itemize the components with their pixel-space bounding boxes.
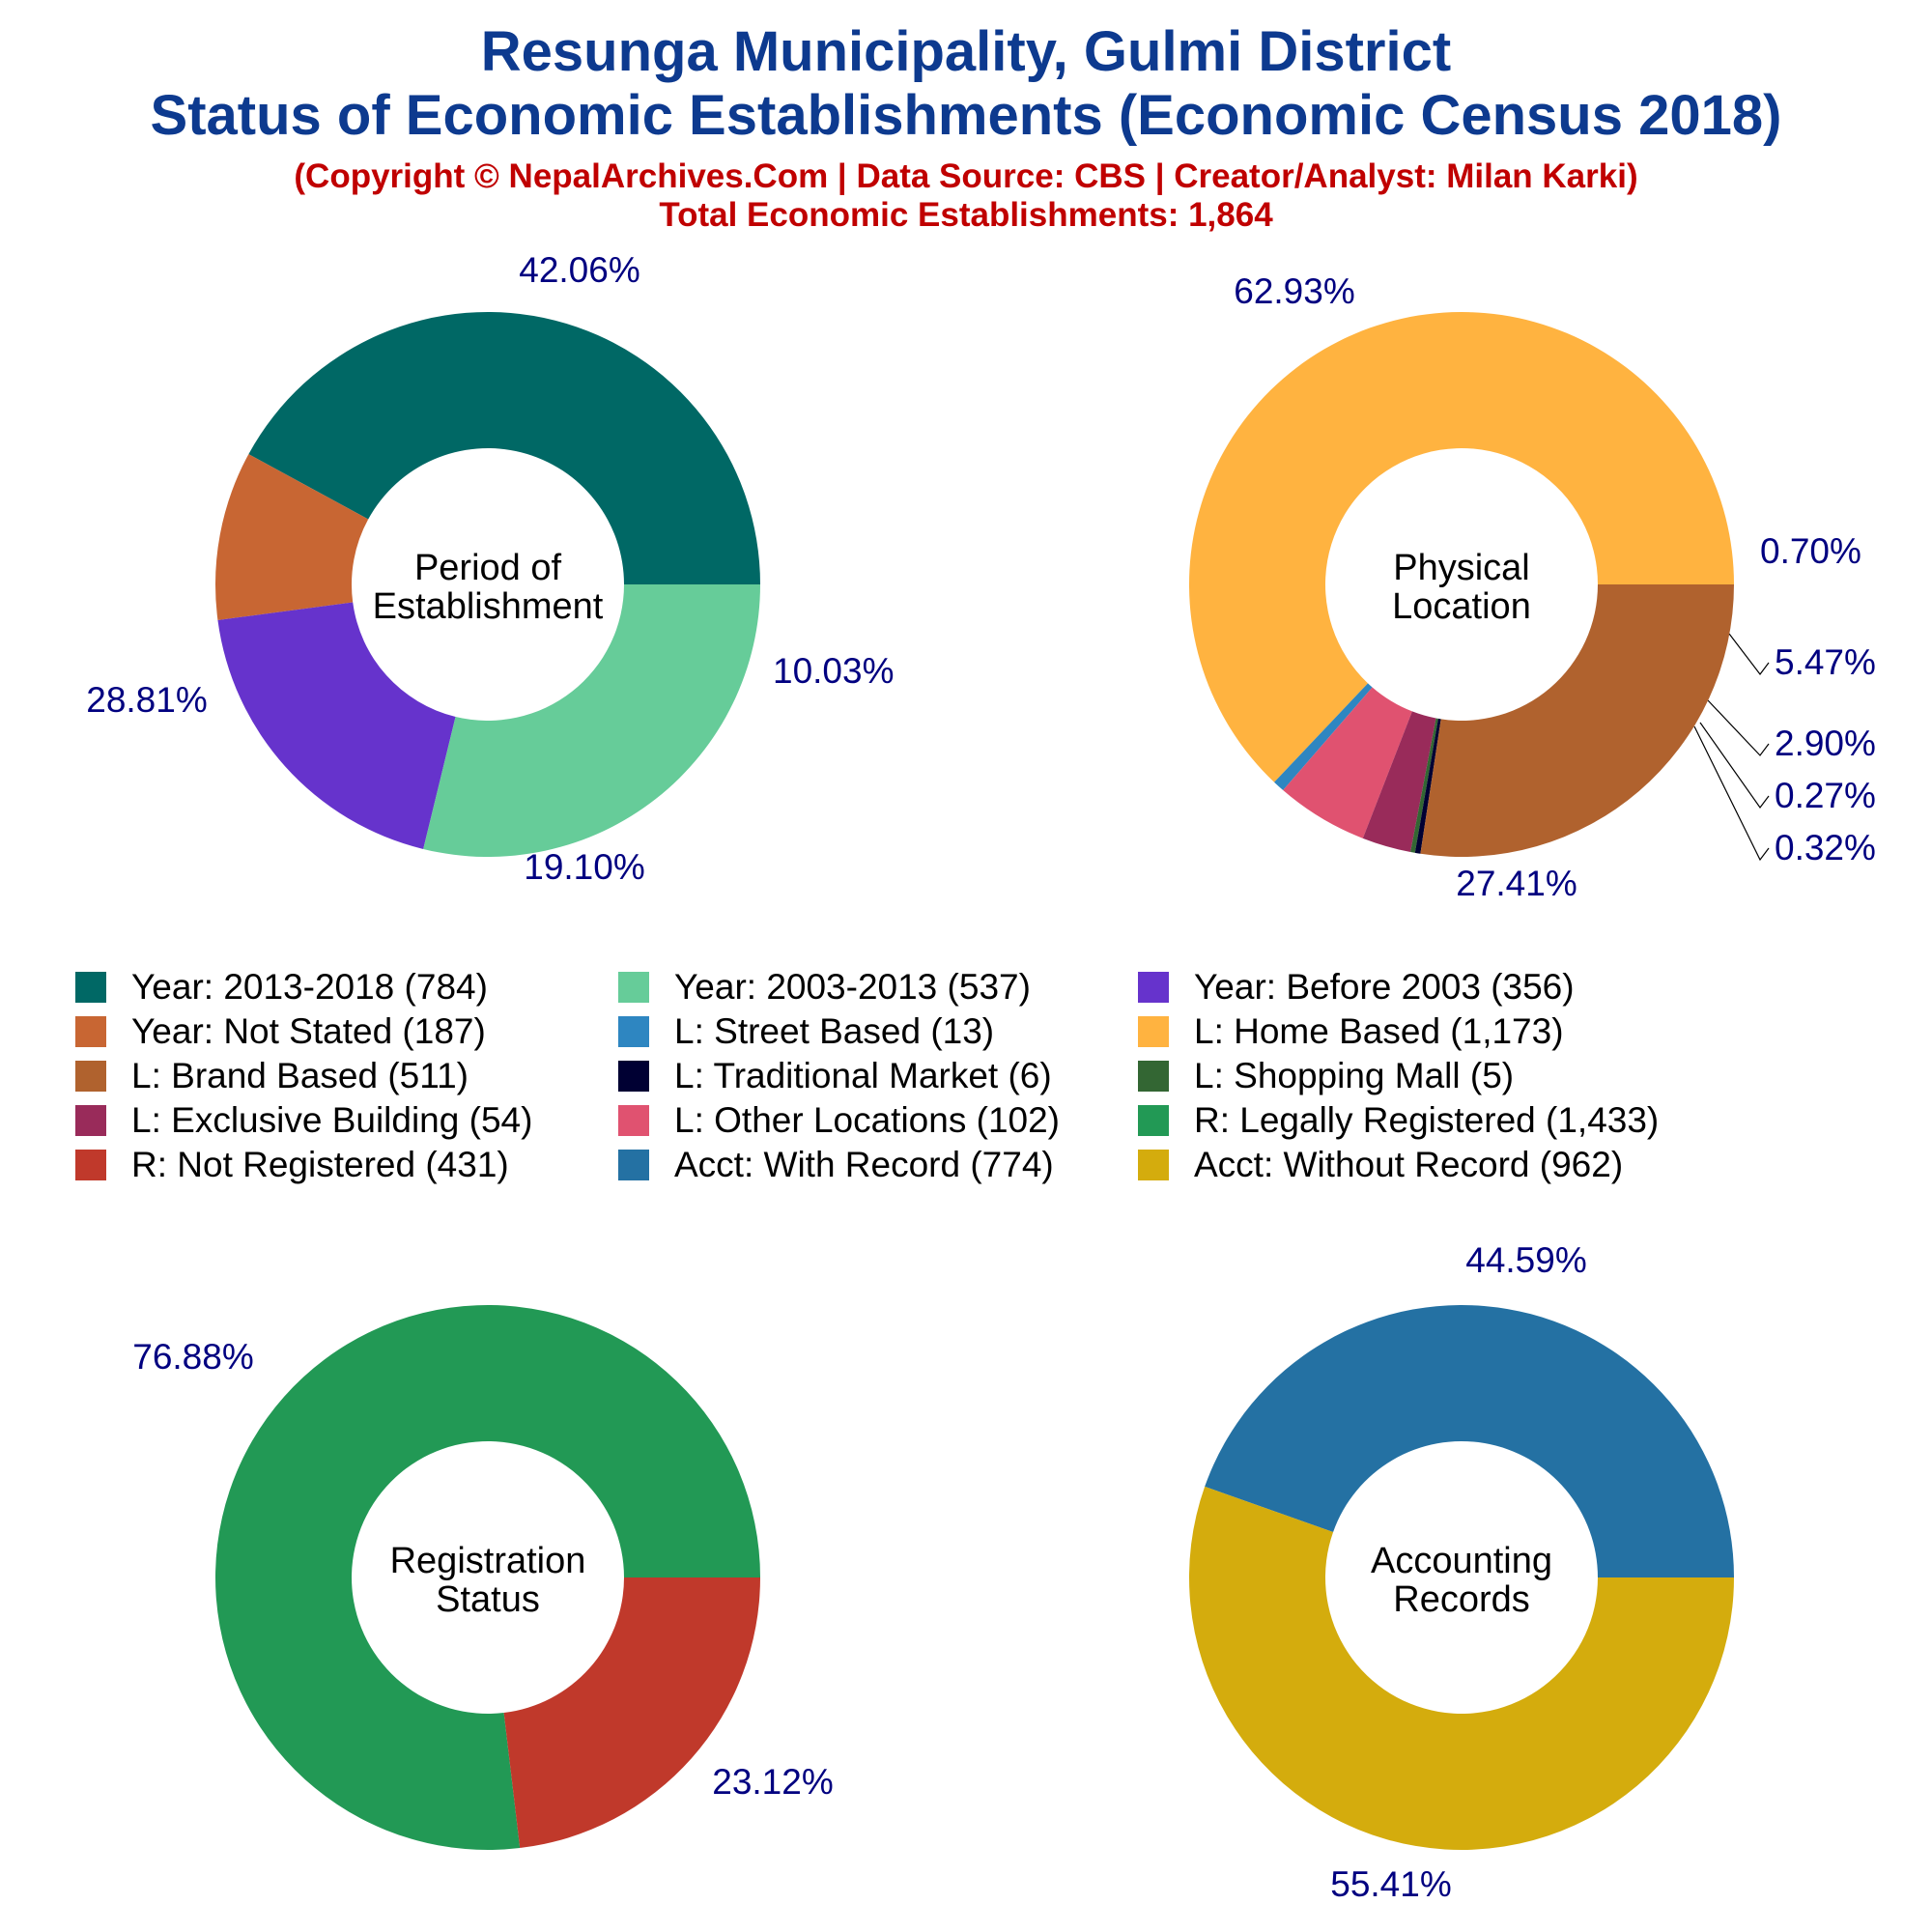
legend-label: Year: Not Stated (187) — [131, 1011, 486, 1051]
legend-swatch — [1138, 1016, 1169, 1047]
legend-label: L: Street Based (13) — [674, 1011, 995, 1051]
legend-label: R: Not Registered (431) — [131, 1145, 509, 1184]
chart-title-line-1: Resunga Municipality, Gulmi District — [480, 20, 1452, 83]
donut-slice-acct-without-record — [1189, 1486, 1734, 1850]
legend-label: Year: Before 2003 (356) — [1194, 967, 1575, 1007]
donut-slice-l-home-based — [1189, 312, 1734, 782]
legend-label: L: Traditional Market (6) — [674, 1056, 1052, 1095]
donut-center-label: Records — [1393, 1579, 1530, 1620]
percent-label-l-brand-based: 27.41% — [1456, 864, 1577, 903]
leader-line-l-exclusive-building — [1707, 699, 1770, 756]
leader-line-l-other-locations — [1728, 633, 1770, 675]
legend-item: Year: 2003-2013 (537) — [618, 966, 1031, 1009]
donut-center-label: Accounting — [1371, 1541, 1552, 1581]
donut-slice-l-brand-based — [1420, 584, 1734, 857]
percent-label-year-2003-2013: 28.81% — [86, 680, 208, 720]
legend-swatch — [1138, 1105, 1169, 1136]
legend-label: R: Legally Registered (1,433) — [1194, 1100, 1660, 1140]
total-establishments-subtitle: Total Economic Establishments: 1,864 — [659, 196, 1273, 234]
donut-center-label: Status — [436, 1579, 540, 1620]
donut-slice-r-legally-registered — [214, 1304, 760, 1850]
legend-label: Year: 2003-2013 (537) — [674, 967, 1031, 1007]
donut-slice-l-street-based — [1274, 683, 1373, 791]
legend-swatch — [1138, 1061, 1169, 1092]
legend-label: L: Shopping Mall (5) — [1194, 1056, 1515, 1095]
percent-label-year-before-2003: 19.10% — [524, 847, 645, 887]
donut-slice-l-traditional-market — [1414, 718, 1441, 854]
legend-label: Acct: Without Record (962) — [1194, 1145, 1624, 1184]
donut-slice-l-other-locations — [1283, 687, 1412, 838]
donut-slice-year-not-stated — [215, 454, 369, 620]
donut-slice-l-shopping-mall — [1410, 718, 1438, 853]
donut-center-label: Registration — [390, 1541, 586, 1581]
legend-item: R: Legally Registered (1,433) — [1138, 1099, 1659, 1142]
donut-slice-r-not-registered — [503, 1577, 760, 1849]
percent-label-r-legally-registered: 76.88% — [132, 1337, 254, 1377]
legend-swatch — [618, 1105, 649, 1136]
legend-item: L: Street Based (13) — [618, 1010, 994, 1053]
donut-center-label: Period of — [414, 548, 562, 588]
chart-title-line-2: Status of Economic Establishments (Econo… — [150, 84, 1782, 147]
percent-label-acct-with-record: 44.59% — [1465, 1240, 1587, 1280]
legend-item: L: Other Locations (102) — [618, 1099, 1060, 1142]
legend-label: L: Exclusive Building (54) — [131, 1100, 533, 1140]
percent-label-l-home-based: 62.93% — [1234, 271, 1355, 311]
legend-item: Acct: With Record (774) — [618, 1144, 1054, 1186]
legend-item: Year: Not Stated (187) — [75, 1010, 486, 1053]
legend-item: L: Home Based (1,173) — [1138, 1010, 1564, 1053]
percent-label-l-traditional-market: 0.32% — [1775, 828, 1876, 867]
legend-swatch — [75, 1016, 106, 1047]
donut-slice-year-2003-2013 — [423, 584, 760, 857]
leader-line-l-shopping-mall — [1699, 722, 1770, 810]
legend-item: L: Traditional Market (6) — [618, 1055, 1052, 1097]
legend-swatch — [75, 1150, 106, 1180]
donut-center-label: Location — [1392, 586, 1531, 627]
percent-label-l-exclusive-building: 2.90% — [1775, 724, 1876, 763]
legend-label: Year: 2013-2018 (784) — [131, 967, 488, 1007]
legend-item: L: Brand Based (511) — [75, 1055, 469, 1097]
donut-slice-l-exclusive-building — [1362, 711, 1436, 852]
copyright-subtitle: (Copyright © NepalArchives.Com | Data So… — [294, 157, 1638, 195]
legend-swatch — [75, 1105, 106, 1136]
legend-label: L: Brand Based (511) — [131, 1056, 469, 1095]
legend-label: Acct: With Record (774) — [674, 1145, 1054, 1184]
legend-swatch — [618, 1150, 649, 1180]
legend-swatch — [618, 1016, 649, 1047]
donut-slice-acct-with-record — [1205, 1304, 1734, 1577]
legend-item: Acct: Without Record (962) — [1138, 1144, 1623, 1186]
percent-label-l-other-locations: 5.47% — [1775, 642, 1876, 682]
percent-label-l-shopping-mall: 0.27% — [1775, 776, 1876, 815]
leader-line-l-traditional-market — [1693, 725, 1770, 862]
percent-label-l-street-based: 0.70% — [1760, 531, 1861, 571]
legend-swatch — [75, 972, 106, 1003]
donut-center-label: Physical — [1393, 548, 1530, 588]
legend-swatch — [1138, 1150, 1169, 1180]
legend-item: R: Not Registered (431) — [75, 1144, 509, 1186]
legend-item: L: Shopping Mall (5) — [1138, 1055, 1514, 1097]
legend-label: L: Other Locations (102) — [674, 1100, 1060, 1140]
donut-slice-year-before-2003 — [217, 602, 456, 849]
donut-slice-year-2013-2018 — [248, 312, 761, 584]
legend-item: L: Exclusive Building (54) — [75, 1099, 532, 1142]
legend-item: Year: 2013-2018 (784) — [75, 966, 488, 1009]
percent-label-year-2013-2018: 42.06% — [519, 250, 640, 290]
legend-swatch — [618, 1061, 649, 1092]
legend-label: L: Home Based (1,173) — [1194, 1011, 1564, 1051]
percent-label-r-not-registered: 23.12% — [712, 1762, 834, 1802]
donut-center-label: Establishment — [373, 586, 604, 627]
percent-label-year-not-stated: 10.03% — [773, 651, 895, 691]
legend-swatch — [75, 1061, 106, 1092]
legend-swatch — [1138, 972, 1169, 1003]
legend-swatch — [618, 972, 649, 1003]
percent-label-acct-without-record: 55.41% — [1330, 1864, 1452, 1904]
legend-item: Year: Before 2003 (356) — [1138, 966, 1575, 1009]
